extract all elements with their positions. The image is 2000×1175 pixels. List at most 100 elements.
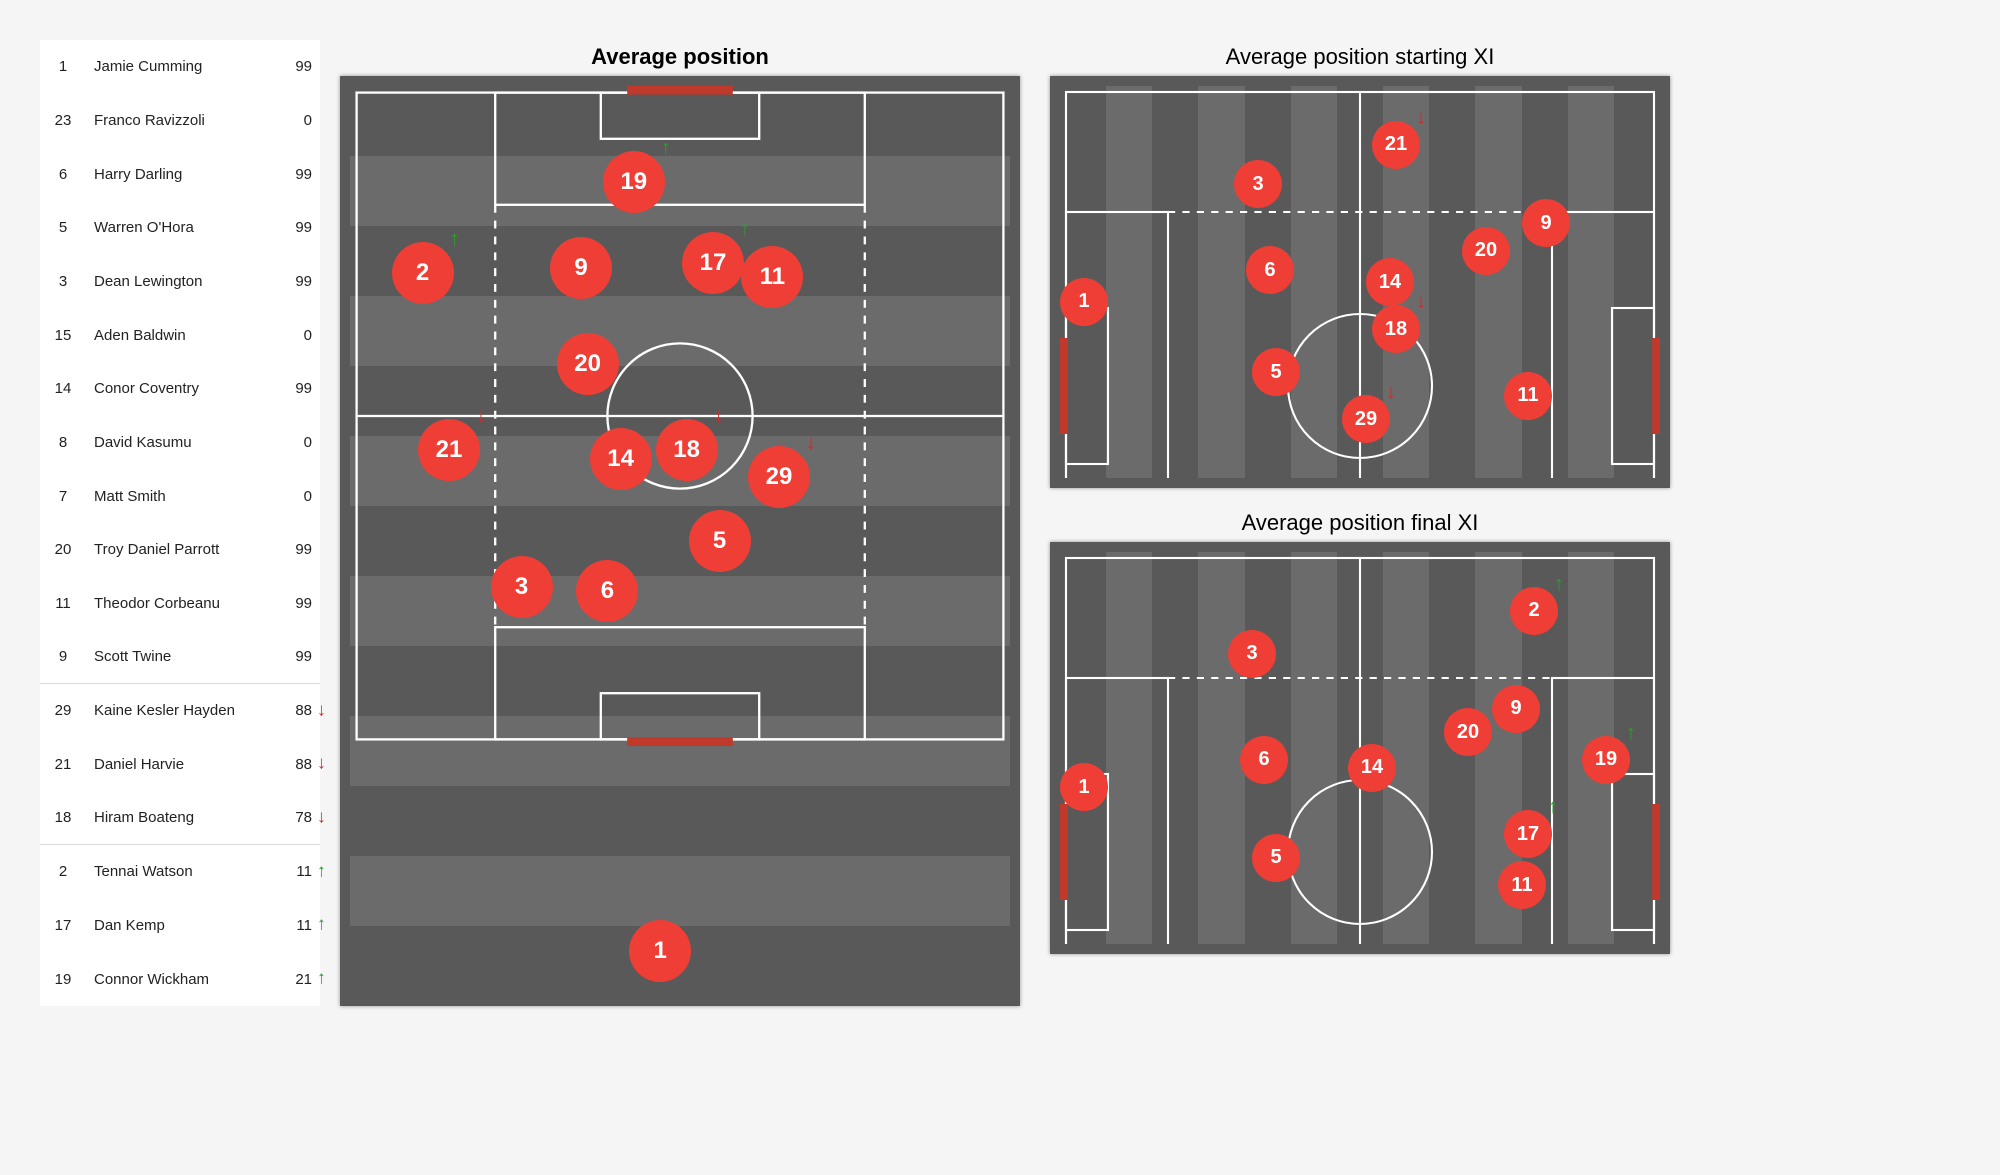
player-dot: 5: [1252, 348, 1300, 396]
table-row: 15Aden Baldwin0: [40, 308, 320, 362]
sub-arrow-icon: ↓: [806, 432, 816, 455]
player-number: 18: [40, 791, 86, 845]
table-row: 5Warren O'Hora99: [40, 201, 320, 255]
player-number: 3: [40, 255, 86, 309]
player-name: Daniel Harvie: [86, 738, 264, 792]
sub-arrow-icon: ↓: [476, 405, 486, 428]
player-dot: 18↓: [656, 419, 718, 481]
player-dot: 21↓: [1372, 121, 1420, 169]
main-pitch-title: Average position: [340, 44, 1020, 70]
player-dot: 20: [557, 333, 619, 395]
player-minutes: 11↑: [264, 845, 320, 899]
player-number: 20: [40, 523, 86, 577]
player-dot: 11: [1504, 372, 1552, 420]
player-dot: 14: [1348, 744, 1396, 792]
player-name: Hiram Boateng: [86, 791, 264, 845]
player-dot: 2↑: [392, 242, 454, 304]
player-name: Scott Twine: [86, 630, 264, 684]
player-minutes: 88↓: [264, 738, 320, 792]
table-row: 11Theodor Corbeanu99: [40, 577, 320, 631]
player-name: Conor Coventry: [86, 362, 264, 416]
sub-arrow-icon: ↑: [740, 218, 750, 241]
player-name: David Kasumu: [86, 416, 264, 470]
final-pitch-block: Average position final XI 1365142092↑17↑…: [1050, 506, 1670, 954]
player-number: 7: [40, 469, 86, 523]
player-minutes-table: 1Jamie Cumming9923Franco Ravizzoli06Harr…: [40, 40, 320, 1006]
player-number: 6: [40, 147, 86, 201]
player-dot: 18↓: [1372, 305, 1420, 353]
player-dot: 21↓: [418, 419, 480, 481]
player-number: 19: [40, 952, 86, 1006]
player-name: Jamie Cumming: [86, 40, 264, 94]
player-minutes: 88↓: [264, 684, 320, 738]
player-dot: 9: [550, 237, 612, 299]
player-dot: 1: [1060, 763, 1108, 811]
player-name: Franco Ravizzoli: [86, 94, 264, 148]
player-dot: 19↑: [1582, 736, 1630, 784]
player-minutes: 99: [264, 630, 320, 684]
player-minutes: 0: [264, 416, 320, 470]
player-number: 2: [40, 845, 86, 899]
player-name: Warren O'Hora: [86, 201, 264, 255]
player-dot: 11: [1498, 861, 1546, 909]
sub-arrow-icon: ↑: [1548, 796, 1558, 819]
table-row: 8David Kasumu0: [40, 416, 320, 470]
player-dot: 5: [689, 510, 751, 572]
table-row: 20Troy Daniel Parrott99: [40, 523, 320, 577]
player-name: Connor Wickham: [86, 952, 264, 1006]
player-name: Dean Lewington: [86, 255, 264, 309]
player-name: Matt Smith: [86, 469, 264, 523]
table-row: 21Daniel Harvie88↓: [40, 738, 320, 792]
player-minutes: 78↓: [264, 791, 320, 845]
sub-arrow-icon: ↑: [317, 914, 326, 935]
main-pitch: 13651418↓29↓2021↓2↑917↑1119↑: [340, 76, 1020, 1006]
player-minutes: 99: [264, 255, 320, 309]
player-dot: 6: [1240, 736, 1288, 784]
table-row: 2Tennai Watson11↑: [40, 845, 320, 899]
sub-arrow-icon: ↓: [1416, 107, 1426, 130]
player-name: Harry Darling: [86, 147, 264, 201]
player-name: Aden Baldwin: [86, 308, 264, 362]
sub-arrow-icon: ↓: [317, 699, 326, 720]
player-number: 1: [40, 40, 86, 94]
sub-arrow-icon: ↑: [661, 137, 671, 160]
player-minutes: 99: [264, 147, 320, 201]
sub-arrow-icon: ↑: [1626, 722, 1636, 745]
player-dot: 2↑: [1510, 587, 1558, 635]
table-row: 29Kaine Kesler Hayden88↓: [40, 684, 320, 738]
player-number: 15: [40, 308, 86, 362]
player-dot: 29↓: [1342, 395, 1390, 443]
table-row: 14Conor Coventry99: [40, 362, 320, 416]
table-row: 18Hiram Boateng78↓: [40, 791, 320, 845]
player-dot: 14: [590, 428, 652, 490]
table-row: 3Dean Lewington99: [40, 255, 320, 309]
player-name: Dan Kemp: [86, 899, 264, 953]
sub-arrow-icon: ↓: [317, 806, 326, 827]
table-row: 1Jamie Cumming99: [40, 40, 320, 94]
player-minutes: 99: [264, 40, 320, 94]
player-minutes: 99: [264, 201, 320, 255]
player-dot: 1: [629, 920, 691, 982]
player-dot: 17↑: [1504, 810, 1552, 858]
player-dot: 20: [1462, 227, 1510, 275]
player-minutes: 0: [264, 308, 320, 362]
player-minutes: 99: [264, 523, 320, 577]
starting-pitch-title: Average position starting XI: [1050, 44, 1670, 70]
player-name: Kaine Kesler Hayden: [86, 684, 264, 738]
player-minutes: 99: [264, 577, 320, 631]
player-dot: 3: [1228, 630, 1276, 678]
sub-arrow-icon: ↑: [317, 860, 326, 881]
player-number: 11: [40, 577, 86, 631]
player-minutes: 99: [264, 362, 320, 416]
player-minutes: 0: [264, 94, 320, 148]
player-number: 21: [40, 738, 86, 792]
pitches-container: Average position 13651418↓29↓2021↓2↑917↑…: [340, 40, 1960, 1006]
player-name: Tennai Watson: [86, 845, 264, 899]
player-dot: 9: [1492, 685, 1540, 733]
sub-arrow-icon: ↓: [714, 405, 724, 428]
player-dot: 17↑: [682, 232, 744, 294]
player-minutes: 11↑: [264, 899, 320, 953]
player-dot: 14: [1366, 258, 1414, 306]
player-minutes: 0: [264, 469, 320, 523]
table-row: 7Matt Smith0: [40, 469, 320, 523]
